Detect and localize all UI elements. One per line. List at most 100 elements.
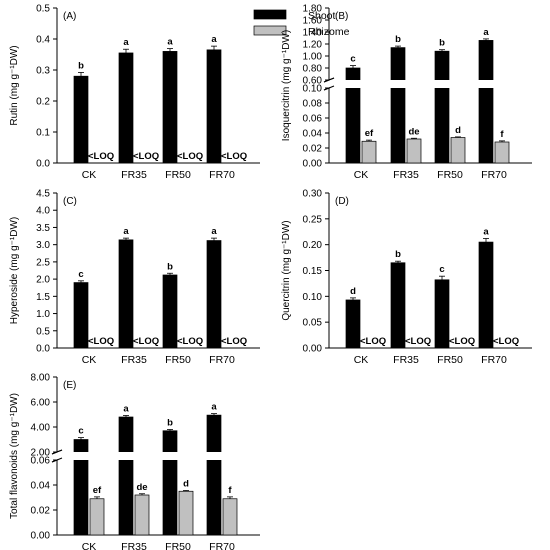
loq-label: <LOQ [177,151,203,162]
bar-shoot [434,50,450,164]
panel-e: 0.00 0.02 0.04 0.062.00 4.00 6.00 8.00 Total fl… [9,373,260,550]
x-tick-label: FR50 [437,169,463,181]
significance-letter: a [483,27,489,38]
bar-shoot [162,51,178,164]
significance-letter: a [123,37,129,48]
significance-letter: d [350,286,356,297]
y-axis-title: Rutin (mg g⁻¹DW) [9,45,20,125]
x-tick-label: FR70 [209,169,235,181]
bar-shoot [162,274,178,349]
x-tick-label: FR50 [165,169,191,181]
x-tick-label: FR35 [393,354,419,366]
significance-letter: a [211,226,217,237]
y-tick-label: 1.40 [303,28,323,39]
y-tick-label: 2.0 [36,275,50,286]
x-tick-label: FR70 [209,541,235,550]
panel-c: 0.0 0.5 1.0 1.5 2.0 2.5 3.0 3.5 4.0 4.5 Hyperoside… [9,189,260,366]
bar-shoot [390,47,406,164]
x-tick-label: FR35 [393,169,419,181]
y-tick-label: 0.80 [303,64,323,75]
panel-a: 0.0 0.1 0.2 0.3 0.4 0.5 Rutin (mg g⁻¹DW) (A) CK F… [9,4,350,182]
bar-shoot [345,299,361,349]
significance-letter: f [500,129,504,140]
x-tick-label: FR70 [481,354,507,366]
significance-letter: b [395,249,401,260]
bar-rhizome [450,137,466,164]
y-tick-label: 0.00 [303,344,323,355]
y-tick-label: 2.5 [36,257,50,268]
x-tick-label: FR35 [121,541,147,550]
y-tick-label: 2.00 [31,448,51,459]
significance-letter: b [395,34,401,45]
axis-break-mark [51,457,63,463]
x-tick-label: FR50 [165,354,191,366]
y-tick-label: 0.00 [303,159,323,170]
bar-rhizome [494,141,510,164]
y-tick-label: 0.2 [36,97,50,108]
y-tick-label: 0.60 [303,76,323,87]
bar-rhizome [222,498,238,536]
significance-letter: a [167,37,173,48]
significance-letter: c [350,54,355,65]
panel-label: (A) [63,11,76,22]
bar-shoot [73,282,89,349]
panel-label: (D) [335,196,349,207]
bar-rhizome [406,138,422,164]
y-tick-label: 6.00 [31,398,51,409]
y-tick-label: 1.20 [303,40,323,51]
loq-label: <LOQ [221,151,247,162]
loq-label: <LOQ [88,151,114,162]
y-tick-label: 0.02 [31,506,51,517]
y-tick-label: 0.5 [36,4,50,15]
y-tick-label: 0.08 [303,99,323,110]
y-tick-label: 0.05 [303,318,323,329]
x-tick-label: CK [82,169,97,181]
loq-label: <LOQ [405,336,431,347]
significance-letter: a [211,34,217,45]
significance-letter: d [183,479,189,490]
y-tick-label: 0.00 [31,531,51,542]
y-axis-title: Isoquercitrin (mg g⁻¹DW) [281,30,292,141]
bar-shoot [118,52,134,164]
loq-label: <LOQ [493,336,519,347]
bar-shoot [434,279,450,349]
y-tick-label: 0.04 [31,481,51,492]
y-tick-label: 0.5 [36,326,50,337]
bar-rhizome [134,494,150,536]
bar-rhizome [361,140,377,164]
y-tick-label: 0.15 [303,266,323,277]
bar-shoot [162,430,178,536]
x-tick-label: CK [82,354,97,366]
x-tick-label: FR70 [481,169,507,181]
significance-letter: b [78,60,84,71]
x-tick-label: FR50 [165,541,191,550]
y-tick-label: 3.0 [36,240,50,251]
x-tick-label: CK [354,354,369,366]
significance-letter: a [123,404,129,415]
x-tick-label: FR50 [437,354,463,366]
bar-shoot [206,240,222,349]
axis-break-mark [51,449,63,455]
significance-letter: a [483,226,489,237]
y-tick-label: 3.5 [36,223,50,234]
significance-letter: ef [365,128,374,139]
x-tick-label: FR35 [121,354,147,366]
loq-label: <LOQ [133,336,159,347]
y-axis-title: Quercitrin (mg g⁻¹DW) [281,220,292,320]
y-tick-label: 0.10 [303,292,323,303]
panel-d: 0.00 0.05 0.10 0.15 0.20 0.25 0.30 Quercitrin (… [281,189,532,366]
y-tick-label: 0.3 [36,66,50,77]
y-tick-label: 0.4 [36,35,50,46]
bar-shoot [478,241,494,349]
legend-swatch-shoot [253,9,287,20]
y-tick-label: 0.25 [303,214,323,225]
significance-letter: de [136,482,147,493]
y-tick-label: 4.00 [31,423,51,434]
axis-break-gap [330,80,532,88]
significance-letter: b [167,418,173,429]
significance-letter: b [167,261,173,272]
significance-letter: ef [93,485,102,496]
bar-rhizome [89,498,105,536]
y-tick-label: 0.02 [303,144,323,155]
